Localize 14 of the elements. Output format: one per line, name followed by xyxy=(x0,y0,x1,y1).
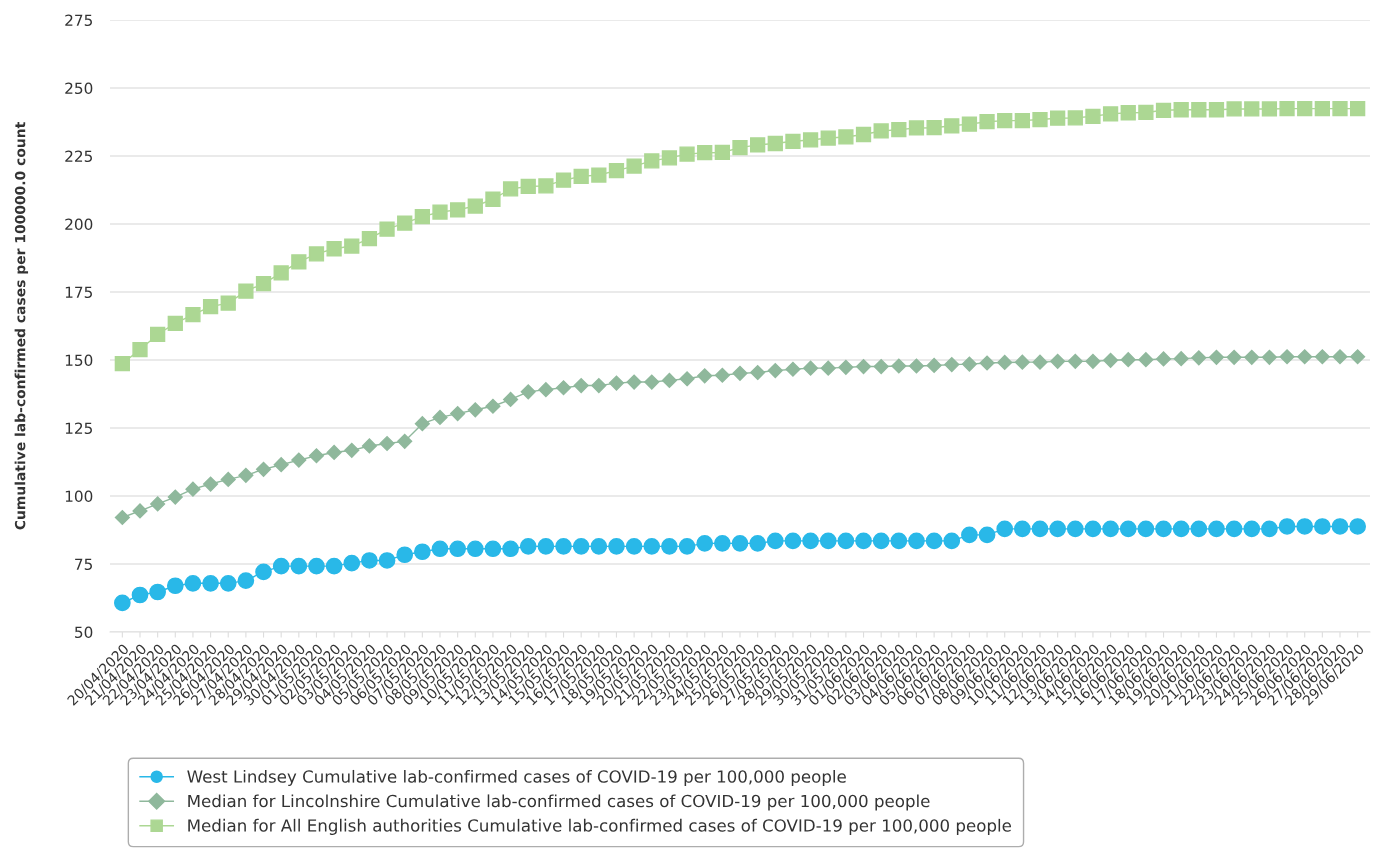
y-tick-label: 250 xyxy=(65,82,93,95)
y-tick-label: 275 xyxy=(65,14,92,27)
legend-label: Median for Lincolnshire Cumulative lab-confirmed cases of COVID-19 per 100,000 people xyxy=(188,794,930,811)
y-tick-label: 150 xyxy=(65,354,93,367)
legend-label: West Lindsey Cumulative lab-confirmed cases of COVID-19 per 100,000 people xyxy=(187,769,846,787)
y-axis-title: Cumulative lab-confirmed cases per 100000.0 count xyxy=(14,122,29,530)
y-tick-label: 225 xyxy=(65,150,92,163)
y-tick-label: 175 xyxy=(65,286,92,299)
y-tick-label: 50 xyxy=(75,626,93,639)
y-tick-label: 125 xyxy=(65,422,92,435)
legend-label: Median for All English authorities Cumulative lab-confirmed cases of COVID-19 per 100,000 people xyxy=(188,818,1011,835)
y-tick-label: 200 xyxy=(65,218,93,231)
y-tick-label: 75 xyxy=(75,558,92,571)
y-tick-label: 100 xyxy=(65,490,93,503)
